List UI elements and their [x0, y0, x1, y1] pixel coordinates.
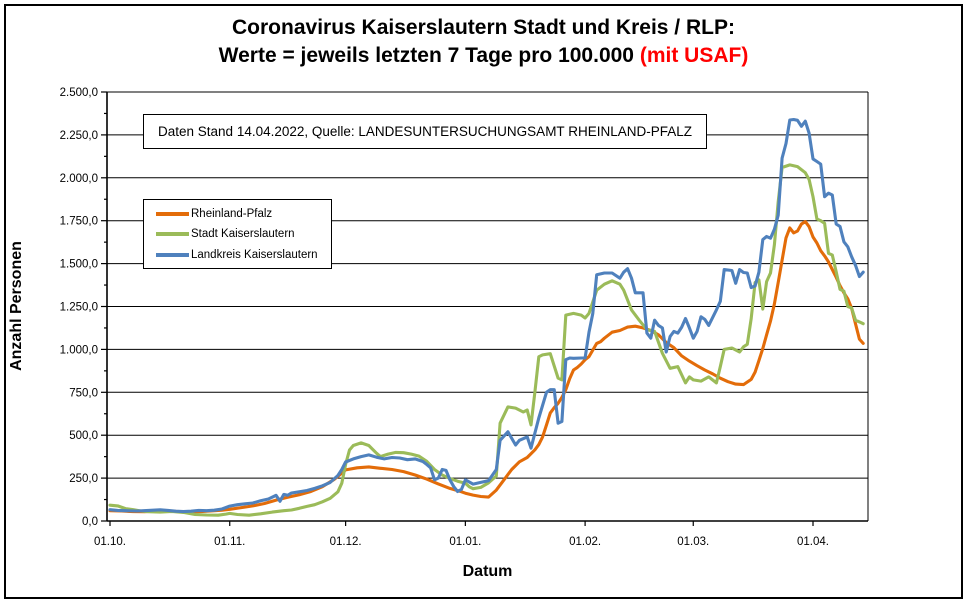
x-tick-label: 01.10. — [94, 536, 126, 548]
data-source-box: Daten Stand 14.04.2022, Quelle: LANDESUN… — [143, 114, 707, 149]
y-tick-label: 2.000,0 — [60, 173, 98, 185]
chart-outer-border — [4, 4, 963, 599]
chart-title-line2-black: Werte = jeweils letzten 7 Tage pro 100.0… — [218, 44, 640, 68]
legend-item-stadt-kaiserslautern: Stadt Kaiserslautern — [144, 225, 331, 243]
legend-line-swatch-orange — [156, 211, 189, 216]
x-tick-label: 01.03. — [677, 536, 709, 548]
y-tick-label: 2.500,0 — [60, 87, 98, 99]
x-tick-label: 01.04. — [797, 536, 829, 548]
x-tick-label: 01.11. — [214, 536, 245, 548]
chart-title-line1: Coronavirus Kaiserslautern Stadt und Kre… — [232, 16, 735, 39]
y-tick-label: 1.000,0 — [60, 344, 98, 356]
legend-line-swatch-green — [156, 232, 189, 236]
axis-ticks — [101, 91, 814, 526]
chart-title-usaf-note: (mit USAF) — [639, 44, 749, 68]
x-tick-label: 01.12. — [330, 536, 362, 548]
y-tick-label: 1.250,0 — [60, 302, 98, 314]
y-tick-label: 750,0 — [69, 387, 98, 399]
y-tick-label: 500,0 — [69, 430, 98, 442]
legend: Rheinland-Pfalz Stadt Kaiserslautern Lan… — [143, 199, 332, 269]
x-tick-label: 01.02. — [569, 536, 601, 548]
x-axis-tick-labels: 01.10. 01.11. 01.12. 01.01. 01.02. 01.03. 01.0… — [94, 536, 829, 548]
y-axis-tick-labels: 0,0 250,0 500,0 750,0 1.000,0 1.250,0 1.500,0 1… — [60, 87, 98, 528]
legend-label: Landkreis Kaiserslautern — [191, 248, 318, 261]
y-tick-label: 1.500,0 — [60, 259, 98, 271]
data-source-text: Daten Stand 14.04.2022, Quelle: LANDESUN… — [158, 124, 692, 139]
y-tick-label: 2.250,0 — [60, 130, 98, 142]
series-line-landkreis-kaiserslautern — [108, 117, 865, 514]
series-line-rheinland-pfalz — [108, 220, 865, 514]
chart-title-line2: Werte = jeweils letzten 7 Tage pro 100.0… — [0, 42, 967, 70]
legend-label: Rheinland-Pfalz — [191, 207, 273, 220]
y-tick-label: 0,0 — [82, 516, 98, 528]
y-tick-label: 1.750,0 — [60, 216, 98, 228]
x-axis-title: Datum — [462, 563, 513, 580]
y-tick-label: 250,0 — [69, 473, 98, 485]
legend-label: Stadt Kaiserslautern — [191, 228, 295, 240]
chart-title: Coronavirus Kaiserslautern Stadt und Kre… — [0, 14, 967, 71]
legend-item-landkreis-kaiserslautern: Landkreis Kaiserslautern — [144, 246, 331, 264]
legend-line-swatch-blue — [156, 252, 189, 257]
x-tick-label: 01.01. — [449, 536, 481, 548]
legend-item-rheinland-pfalz: Rheinland-Pfalz — [144, 205, 331, 223]
